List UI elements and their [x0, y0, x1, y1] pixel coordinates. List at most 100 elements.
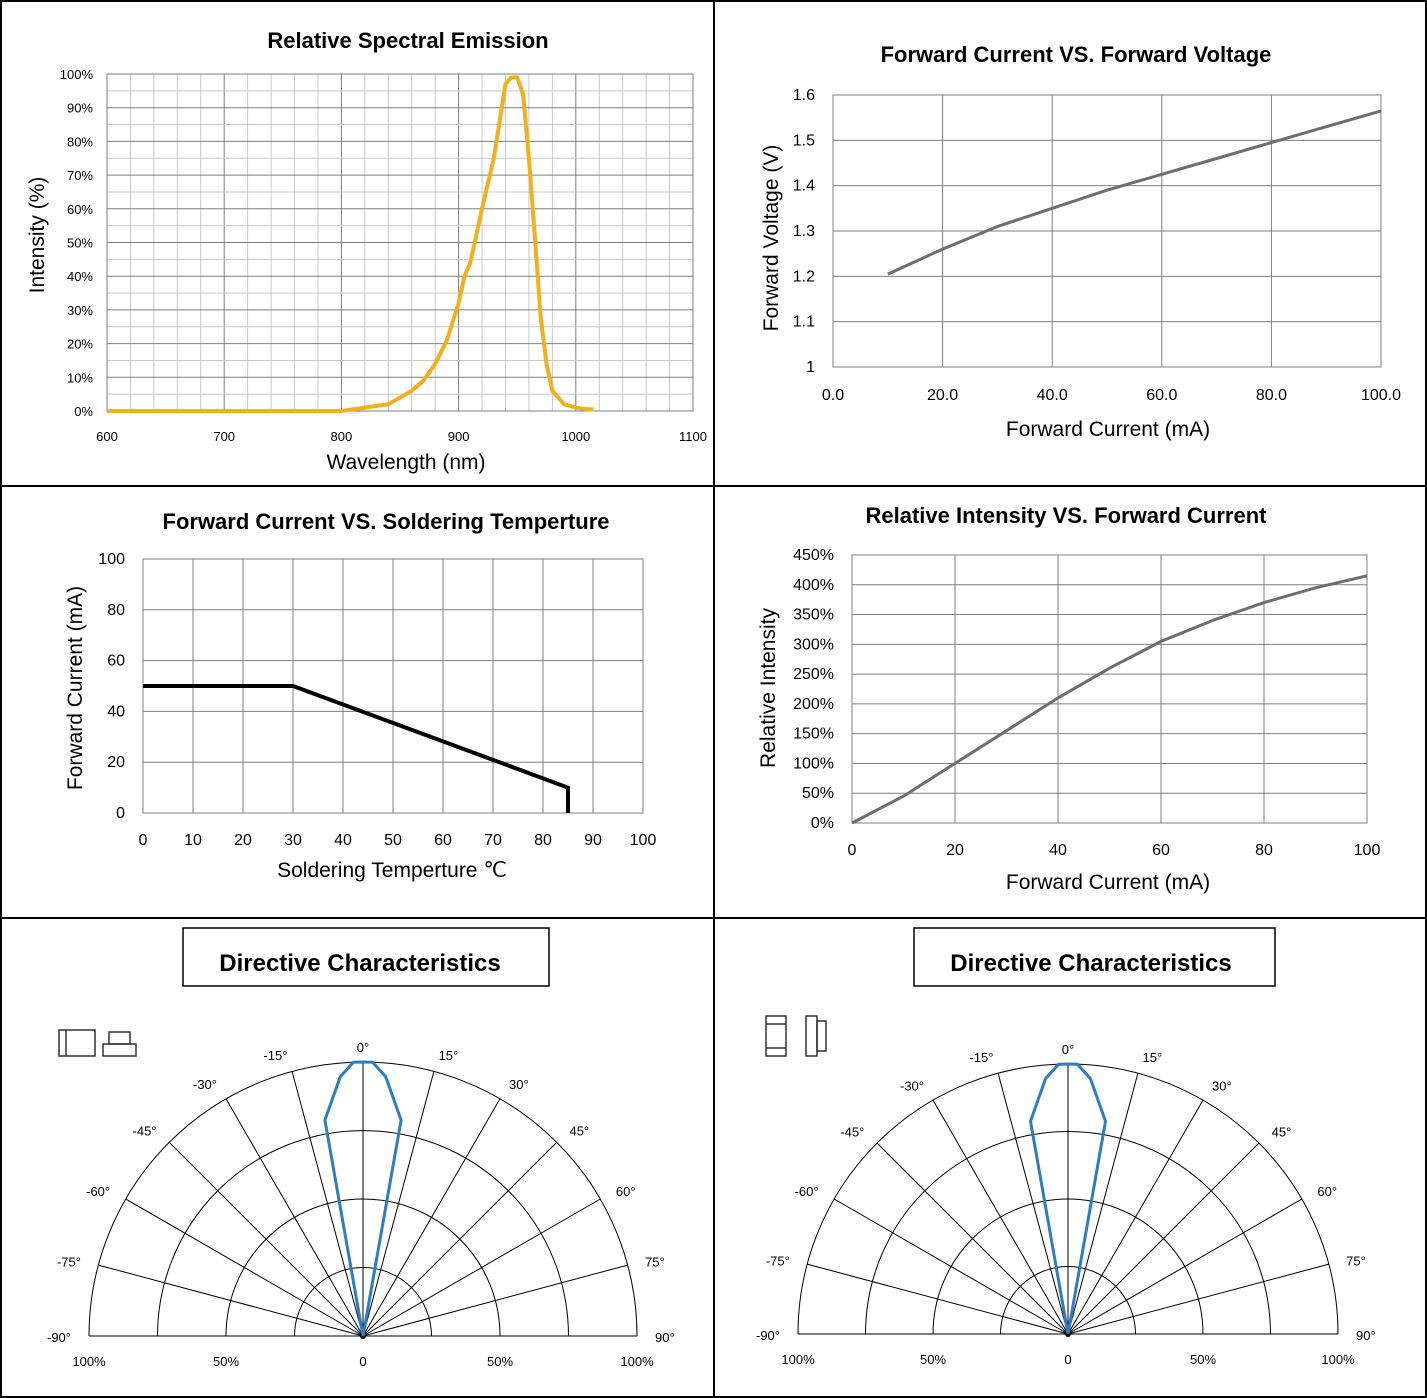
int-y-tick-label: 350% — [793, 607, 834, 624]
polL-radial-label: 100% — [72, 1354, 106, 1369]
polL-spoke — [98, 1264, 364, 1337]
polar-right-package-icon — [765, 1015, 827, 1057]
spectral-y-tick-label: 100% — [60, 67, 94, 82]
int-y-tick-label: 150% — [793, 726, 834, 743]
int-y-tick-label: 300% — [793, 636, 834, 653]
spectral-x-ticks: 600 700 800 900 1000 1100 — [96, 429, 707, 444]
polL-spoke — [362, 1198, 601, 1337]
polL-spoke — [362, 1098, 501, 1337]
spectral-y-tick-label: 90% — [67, 101, 93, 116]
polar-right-radial-labels: 100% 50% 0 50% 100% — [781, 1352, 1355, 1367]
polL-angle-label: 0° — [357, 1040, 369, 1055]
spectral-y-tick-label: 20% — [67, 337, 93, 352]
iv-y-tick-label: 1.2 — [793, 268, 815, 285]
polR-spoke — [1067, 1198, 1303, 1335]
spectral-gridlines — [106, 73, 694, 412]
iv-x-tick-label: 80.0 — [1256, 387, 1287, 404]
polar-right-angle-labels: -90° -75° -60° -45° -30° -15° 0° 15° 30° 45° 60° 75… — [756, 1042, 1376, 1343]
spectral-y-tick-label: 50% — [67, 236, 93, 251]
spectral-x-tick-label: 900 — [448, 429, 470, 444]
polR-angle-label: 75° — [1346, 1253, 1366, 1268]
spectral-y-tick-label: 60% — [67, 202, 93, 217]
polR-angle-label: -15° — [969, 1050, 993, 1065]
polL-spoke — [225, 1098, 364, 1337]
spectral-x-tick-label: 700 — [213, 429, 235, 444]
polL-angle-label: 30° — [509, 1077, 529, 1092]
iv-y-tick-label: 1.4 — [793, 178, 815, 195]
polR-spoke — [807, 1263, 1069, 1335]
polar-right-grid — [797, 1063, 1339, 1337]
polL-spoke — [125, 1198, 364, 1337]
spectral-x-tick-label: 800 — [331, 429, 353, 444]
polR-radial-label: 100% — [1321, 1352, 1355, 1367]
spectral-x-tick-label: 600 — [96, 429, 118, 444]
spectral-plot-frame — [106, 73, 694, 412]
polL-angle-label: -45° — [133, 1124, 157, 1139]
polar-left-package-icon — [58, 1029, 137, 1057]
polR-angle-label: 60° — [1317, 1184, 1337, 1199]
spectral-y-tick-label: 10% — [67, 370, 93, 385]
polR-spoke — [1067, 1073, 1139, 1335]
derating-y-label: Forward Current (mA) — [64, 586, 87, 790]
int-y-tick-label: 400% — [793, 577, 834, 594]
polR-spoke — [1067, 1099, 1204, 1335]
iv-y-tick-label: 1.6 — [793, 87, 815, 104]
polR-angle-label: 0° — [1062, 1042, 1074, 1057]
polL-spoke — [362, 1071, 435, 1337]
polR-angle-label: -60° — [795, 1184, 819, 1199]
spectral-y-tick-label: 0% — [74, 404, 93, 419]
polR-spoke — [932, 1099, 1069, 1335]
int-x-tick-label: 60 — [1152, 842, 1170, 859]
intensity-gridlines — [851, 554, 1368, 824]
polL-spoke — [362, 1141, 558, 1337]
derating-title: Forward Current VS. Soldering Temperture — [163, 509, 610, 534]
polL-angle-label: 90° — [655, 1330, 675, 1345]
der-y-tick-label: 60 — [107, 653, 125, 670]
polR-angle-label: 45° — [1272, 1124, 1292, 1139]
spectral-x-tick-label: 1100 — [679, 429, 707, 444]
polar-left-title-box — [182, 927, 550, 987]
spectral-y-tick-label: 70% — [67, 168, 93, 183]
iv-gridlines — [832, 94, 1382, 368]
intensity-title: Relative Intensity VS. Forward Current — [866, 503, 1268, 528]
spectral-x-label: Wavelength (nm) — [326, 451, 485, 474]
der-x-tick-label: 30 — [284, 832, 302, 849]
spectral-y-label: Intensity (%) — [26, 177, 49, 294]
der-x-tick-label: 80 — [534, 832, 552, 849]
int-y-tick-label: 250% — [793, 666, 834, 683]
polL-spoke — [291, 1071, 364, 1337]
polR-angle-label: -30° — [900, 1079, 924, 1094]
intensity-curve — [851, 574, 1368, 825]
polL-radial-label: 50% — [487, 1354, 513, 1369]
polR-angle-label: -45° — [840, 1124, 864, 1139]
spectral-y-tick-label: 40% — [67, 269, 93, 284]
der-y-tick-label: 20 — [107, 754, 125, 771]
intensity-x-ticks: 0 20 40 60 80 100 — [848, 842, 1381, 859]
polL-radial-label: 0 — [359, 1354, 366, 1369]
polar-right-title: Directive Characteristics — [950, 950, 1231, 977]
spectral-title: Relative Spectral Emission — [267, 28, 548, 53]
polar-left-angle-labels: -90° -75° -60° -45° -30° -15° 0° 15° 30° 45° 60° 75… — [47, 1040, 675, 1345]
derating-x-label: Soldering Temperture ℃ — [277, 859, 507, 882]
iv-x-tick-label: 0.0 — [822, 387, 844, 404]
polL-angle-label: 60° — [616, 1184, 636, 1199]
der-x-tick-label: 10 — [184, 832, 202, 849]
derating-x-ticks: 0 10 20 30 40 50 60 70 80 90 100 — [139, 832, 657, 849]
iv-y-tick-label: 1.5 — [793, 132, 815, 149]
polar-left-radial-labels: 100% 50% 0 50% 100% — [72, 1354, 654, 1369]
intensity-x-label: Forward Current (mA) — [1006, 871, 1210, 894]
int-y-tick-label: 450% — [793, 547, 834, 564]
polL-spoke — [168, 1141, 364, 1337]
polR-spoke — [833, 1198, 1069, 1335]
polar-right-pattern — [1028, 1062, 1108, 1335]
intensity-y-ticks: 0% 50% 100% 150% 200% 250% 300% 350% 400% 450% — [793, 547, 834, 832]
int-y-tick-label: 200% — [793, 696, 834, 713]
polR-radial-label: 100% — [781, 1352, 815, 1367]
iv-x-tick-label: 100.0 — [1361, 387, 1401, 404]
polL-angle-label: 75° — [645, 1254, 665, 1269]
polL-angle-label: 15° — [439, 1048, 459, 1063]
polR-angle-label: -90° — [756, 1328, 780, 1343]
int-x-tick-label: 100 — [1354, 842, 1381, 859]
polR-angle-label: 15° — [1143, 1050, 1163, 1065]
